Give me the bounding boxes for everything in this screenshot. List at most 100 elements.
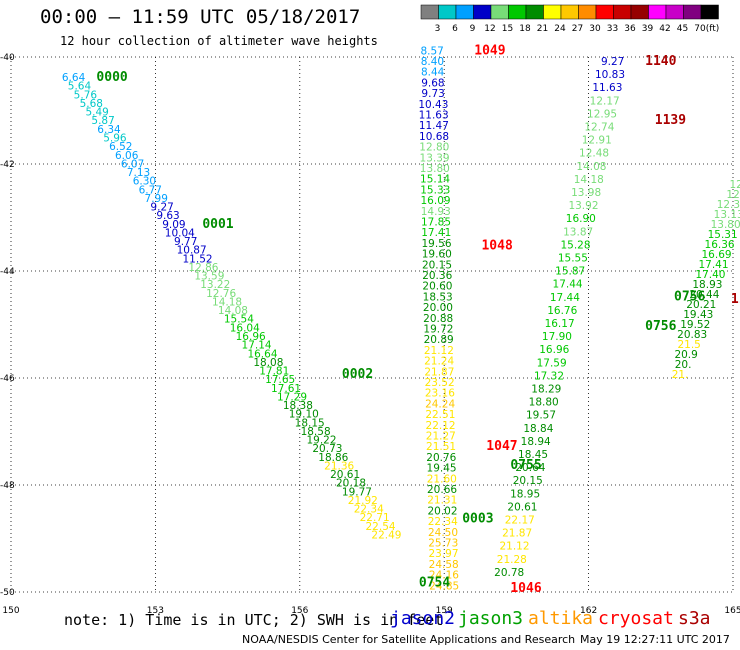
y-tick-label: -50 xyxy=(0,588,15,598)
page-title: 00:00 — 11:59 UTC 05/18/2017 xyxy=(40,6,361,28)
y-tick-label: -44 xyxy=(0,267,15,277)
swh-value-label: 11.63 xyxy=(592,82,622,94)
swh-value-label: 20.66 xyxy=(427,484,457,496)
swh-value-label: 21.92 xyxy=(348,495,378,507)
swh-value-label: 13.80 xyxy=(711,219,740,231)
legend-tick-label: 42 xyxy=(659,24,670,34)
swh-value-label: 15.28 xyxy=(560,239,590,251)
swh-value-label: 6.77 xyxy=(139,184,162,196)
swh-value-label: 16.17 xyxy=(545,318,575,330)
swh-value-label: 16.69 xyxy=(702,249,732,261)
swh-value-label: 22.17 xyxy=(505,515,535,527)
swh-value-label: 15.87 xyxy=(555,266,585,278)
swh-value-label: 7.13 xyxy=(127,167,150,179)
swh-value-label: 25.73 xyxy=(428,538,458,550)
swh-value-label: 13.98 xyxy=(571,187,601,199)
swh-value-label: 16.96 xyxy=(236,331,266,343)
swh-value-label: 20.18 xyxy=(336,478,366,490)
swh-value-label: 11.52 xyxy=(183,253,213,265)
chart-subtitle: 12 hour collection of altimeter wave hei… xyxy=(60,34,378,48)
swh-value-label: 19.22 xyxy=(306,435,336,447)
swh-value-label: 20.02 xyxy=(427,505,457,517)
legend-tick-label: 70 xyxy=(694,24,706,34)
swh-value-label: 17.90 xyxy=(542,331,572,343)
time-label: 0756 xyxy=(645,319,676,334)
swh-value-label: 24.85 xyxy=(429,580,459,592)
swh-value-label: 16.76 xyxy=(547,305,577,317)
swh-value-label: 15.55 xyxy=(558,253,588,265)
swh-value-label: 21.12 xyxy=(424,345,454,357)
swh-value-label: 17.32 xyxy=(534,370,564,382)
swh-value-label: 22.12 xyxy=(426,420,456,432)
swh-value-label: 19.57 xyxy=(526,410,556,422)
swh-value-label: 6.52 xyxy=(109,141,132,153)
swh-value-label: 10.04 xyxy=(165,227,195,239)
swh-value-label: 15.54 xyxy=(224,314,254,326)
swh-value-label: 8.40 xyxy=(421,56,444,68)
swh-value-label: 18.94 xyxy=(521,436,551,448)
legend-tick-label: 27 xyxy=(572,24,583,34)
swh-value-label: 24.16 xyxy=(429,570,459,582)
swh-value-label: 20.44 xyxy=(689,289,719,301)
time-label: 0754 xyxy=(419,576,450,591)
legend-sat-jason2: jason2 xyxy=(390,608,456,629)
swh-value-label: 20.61 xyxy=(507,501,537,513)
swh-value-label: 5.49 xyxy=(85,107,108,119)
swh-value-label: 10.68 xyxy=(419,131,449,143)
swh-value-label: 12.17 xyxy=(590,95,620,107)
swh-value-label: 22.34 xyxy=(428,516,458,528)
swh-value-label: 13.80 xyxy=(420,163,450,175)
swh-value-label: 5.68 xyxy=(80,98,103,110)
swh-value-label: 15.14 xyxy=(420,174,450,186)
legend-tick-label: 33 xyxy=(607,24,618,34)
time-label: 1139 xyxy=(655,113,686,128)
wave-height-color-legend: 3 6 9 12 15 18 21 24 27 30 33 36 39 42 45 70 (ft) xyxy=(420,4,719,34)
swh-value-label: 21.28 xyxy=(497,554,527,566)
swh-value-label: 12.48 xyxy=(579,148,609,160)
swh-value-label: 21.27 xyxy=(426,431,456,443)
swh-value-label: 20.15 xyxy=(513,475,543,487)
swh-value-label: 14.18 xyxy=(212,296,242,308)
swh-value-label: 8.44 xyxy=(421,67,445,79)
legend-swatch xyxy=(700,4,719,20)
swh-value-label: 6.64 xyxy=(62,72,86,84)
swh-value-label: 19.77 xyxy=(342,486,372,498)
time-label: 0001 xyxy=(202,217,233,232)
y-tick-label: -48 xyxy=(0,481,15,491)
swh-value-label: 18.53 xyxy=(423,291,453,303)
swh-value-label: 12.95 xyxy=(587,108,617,120)
swh-value-label: 12.76 xyxy=(206,288,236,300)
y-tick-label: -40 xyxy=(0,53,15,63)
swh-value-label: 21.51 xyxy=(426,441,456,453)
swh-value-label: 16.64 xyxy=(247,348,277,360)
swh-value-label: 20.76 xyxy=(426,452,456,464)
swh-value-label: 9.63 xyxy=(156,210,179,222)
swh-value-label: 15.33 xyxy=(420,184,450,196)
swh-value-label: 10.43 xyxy=(418,99,448,111)
x-tick-label: 156 xyxy=(291,606,308,616)
swh-value-label: 19.52 xyxy=(680,319,710,331)
swh-value-label: 13.87 xyxy=(563,226,593,238)
swh-value-label: 14.08 xyxy=(218,305,248,317)
y-tick-label: -42 xyxy=(0,160,15,170)
swh-value-label: 13.39 xyxy=(420,152,450,164)
time-label: 0003 xyxy=(462,511,493,526)
swh-value-label: 17.81 xyxy=(259,366,289,378)
x-tick-label: 165 xyxy=(724,606,740,616)
legend-tick-label: 3 xyxy=(435,24,441,34)
swh-value-label: 18.15 xyxy=(295,417,325,429)
swh-value-label: 17.40 xyxy=(695,269,725,281)
swh-value-label: 18.58 xyxy=(301,426,331,438)
swh-value-label: 10.87 xyxy=(177,245,207,257)
swh-value-label: 21.24 xyxy=(424,356,454,368)
swh-value-label: 22.51 xyxy=(425,409,455,421)
swh-value-label: 17.14 xyxy=(242,340,272,352)
swh-value-label: 21.5 xyxy=(677,339,700,351)
swh-value-label: 14.08 xyxy=(576,161,606,173)
swh-value-label: 20.89 xyxy=(424,334,454,346)
swh-value-label: 20.21 xyxy=(686,299,716,311)
time-label: 0755 xyxy=(510,458,541,473)
swh-value-label: 17.61 xyxy=(271,383,301,395)
swh-value-label: 16.90 xyxy=(566,213,596,225)
swh-value-label: 19.43 xyxy=(683,309,713,321)
